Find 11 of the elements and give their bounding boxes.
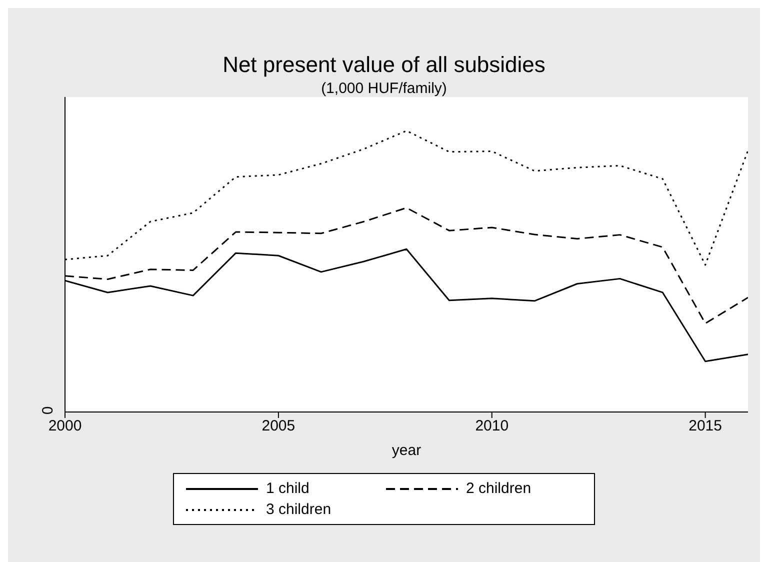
x-tick-label: 2015 xyxy=(688,418,722,435)
legend-label: 3 children xyxy=(266,501,332,518)
x-tick-label: 2000 xyxy=(48,418,82,435)
legend-label: 1 child xyxy=(266,480,310,497)
chart-title: Net present value of all subsidies xyxy=(222,52,546,78)
text: 0 xyxy=(40,406,57,415)
x-tick-label: 2005 xyxy=(262,418,296,435)
chart-subtitle: (1,000 HUF/family) xyxy=(320,80,448,97)
x-tick-label: 2010 xyxy=(475,418,509,435)
legend-label: 2 children xyxy=(466,480,532,497)
x-axis-title: year xyxy=(392,442,422,459)
